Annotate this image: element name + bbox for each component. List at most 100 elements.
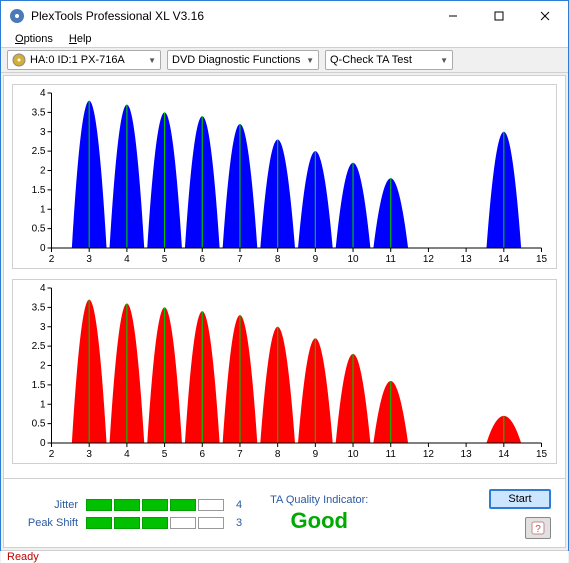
- charts-container: 00.511.522.533.5423456789101112131415 00…: [4, 76, 565, 478]
- svg-text:3: 3: [86, 254, 92, 265]
- test-combo[interactable]: Q-Check TA Test ▼: [325, 50, 453, 70]
- svg-text:0: 0: [40, 438, 46, 449]
- indicator-bar: [86, 517, 112, 529]
- svg-text:4: 4: [40, 88, 46, 99]
- functions-combo[interactable]: DVD Diagnostic Functions ▼: [167, 50, 319, 70]
- svg-text:9: 9: [313, 449, 319, 460]
- menu-options[interactable]: Options: [9, 31, 59, 47]
- bottom-chart: 00.511.522.533.5423456789101112131415: [12, 279, 557, 464]
- indicator-bar: [142, 499, 168, 511]
- quality-label: TA Quality Indicator:: [270, 494, 368, 506]
- indicator-bar: [142, 517, 168, 529]
- svg-text:2: 2: [40, 166, 46, 177]
- svg-text:1: 1: [40, 204, 46, 215]
- svg-text:3.5: 3.5: [32, 302, 46, 313]
- drive-label: HA:0 ID:1 PX-716A: [30, 54, 125, 66]
- svg-text:8: 8: [275, 254, 281, 265]
- svg-text:7: 7: [237, 254, 243, 265]
- indicator-bar: [114, 517, 140, 529]
- svg-text:9: 9: [313, 254, 319, 265]
- close-button[interactable]: [522, 1, 568, 31]
- menubar: Options Help: [1, 31, 568, 48]
- svg-text:6: 6: [199, 449, 205, 460]
- svg-text:12: 12: [423, 449, 435, 460]
- peakshift-count: 3: [236, 517, 242, 529]
- window-title: PlexTools Professional XL V3.16: [31, 9, 430, 23]
- jitter-row: Jitter 4: [18, 499, 242, 511]
- svg-text:?: ?: [535, 524, 541, 535]
- test-label: Q-Check TA Test: [330, 54, 412, 66]
- question-button[interactable]: ?: [525, 517, 551, 539]
- menu-help[interactable]: Help: [63, 31, 98, 47]
- question-icon: ?: [531, 521, 545, 535]
- svg-text:6: 6: [199, 254, 205, 265]
- indicator-bar: [114, 499, 140, 511]
- indicator-bar: [198, 517, 224, 529]
- svg-text:1.5: 1.5: [32, 185, 46, 196]
- quality-column: TA Quality Indicator: Good: [270, 494, 368, 534]
- drive-combo[interactable]: HA:0 ID:1 PX-716A ▼: [7, 50, 161, 70]
- svg-text:3.5: 3.5: [32, 107, 46, 118]
- functions-label: DVD Diagnostic Functions: [172, 54, 300, 66]
- svg-text:1.5: 1.5: [32, 380, 46, 391]
- quality-value: Good: [291, 508, 348, 534]
- svg-text:13: 13: [461, 254, 473, 265]
- svg-text:15: 15: [536, 254, 548, 265]
- titlebar: PlexTools Professional XL V3.16: [1, 1, 568, 31]
- svg-text:5: 5: [162, 449, 168, 460]
- main-panel: 00.511.522.533.5423456789101112131415 00…: [3, 75, 566, 548]
- statusbar: Ready: [1, 550, 568, 563]
- start-button[interactable]: Start: [489, 489, 551, 509]
- svg-text:2.5: 2.5: [32, 341, 46, 352]
- jitter-count: 4: [236, 499, 242, 511]
- indicator-bar: [198, 499, 224, 511]
- disc-icon: [12, 53, 26, 67]
- indicator-bar: [170, 499, 196, 511]
- svg-text:12: 12: [423, 254, 435, 265]
- svg-text:2: 2: [40, 361, 46, 372]
- jitter-label: Jitter: [18, 499, 78, 511]
- svg-text:0.5: 0.5: [32, 419, 46, 430]
- svg-text:11: 11: [386, 254, 397, 265]
- svg-text:1: 1: [40, 399, 46, 410]
- toolbar: HA:0 ID:1 PX-716A ▼ DVD Diagnostic Funct…: [1, 48, 568, 73]
- svg-text:15: 15: [536, 449, 548, 460]
- chevron-down-icon: ▼: [306, 56, 314, 65]
- indicator-bar: [170, 517, 196, 529]
- svg-text:0.5: 0.5: [32, 224, 46, 235]
- top-chart: 0 0.5 1 1.5 2 2.5 3 3.5 4 2 3 4 5 6 7 8 9 10 11 12 13 14 15: [12, 84, 557, 269]
- app-icon: [9, 8, 25, 24]
- svg-text:11: 11: [386, 449, 397, 460]
- svg-text:5: 5: [162, 254, 168, 265]
- chevron-down-icon: ▼: [148, 56, 156, 65]
- svg-text:7: 7: [237, 449, 243, 460]
- svg-text:2: 2: [49, 449, 55, 460]
- svg-text:3: 3: [40, 127, 46, 138]
- peakshift-bars: [86, 517, 224, 529]
- svg-text:13: 13: [461, 449, 473, 460]
- indicator-bar: [86, 499, 112, 511]
- svg-text:3: 3: [86, 449, 92, 460]
- maximize-button[interactable]: [476, 1, 522, 31]
- svg-text:8: 8: [275, 449, 281, 460]
- indicator-column: Jitter 4 Peak Shift 3: [18, 499, 242, 529]
- svg-text:2: 2: [49, 254, 55, 265]
- svg-text:3: 3: [40, 322, 46, 333]
- svg-text:4: 4: [40, 283, 46, 294]
- chevron-down-icon: ▼: [440, 56, 448, 65]
- svg-text:10: 10: [347, 254, 359, 265]
- svg-text:2.5: 2.5: [32, 146, 46, 157]
- svg-text:4: 4: [124, 449, 130, 460]
- svg-text:4: 4: [124, 254, 130, 265]
- minimize-button[interactable]: [430, 1, 476, 31]
- svg-text:0: 0: [40, 243, 46, 254]
- status-text: Ready: [7, 551, 39, 563]
- svg-text:14: 14: [498, 254, 510, 265]
- peakshift-row: Peak Shift 3: [18, 517, 242, 529]
- peakshift-label: Peak Shift: [18, 517, 78, 529]
- window-controls: [430, 1, 568, 31]
- jitter-bars: [86, 499, 224, 511]
- svg-text:10: 10: [347, 449, 359, 460]
- button-column: Start ?: [489, 489, 551, 539]
- bottom-panel: Jitter 4 Peak Shift 3 TA Quality Indicat…: [4, 478, 565, 547]
